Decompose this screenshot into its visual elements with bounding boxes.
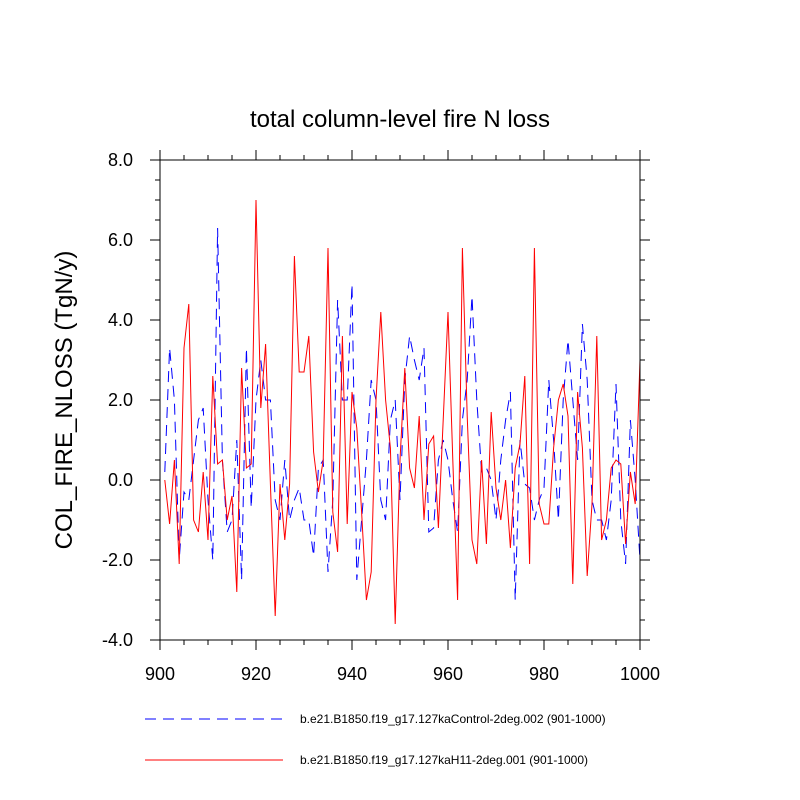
- legend-label-1: b.e21.B1850.f19_g17.127kaControl-2deg.00…: [300, 712, 606, 726]
- x-tick-label: 940: [337, 664, 367, 684]
- axis-ticks-group: 900 920 940 960 980 1000 -4.0 -2.0 0.0 2.0 4.0 6.0 8…: [102, 150, 660, 684]
- legend-label-2: b.e21.B1850.f19_g17.127kaH11-2deg.001 (9…: [300, 753, 588, 767]
- y-tick-label: 4.0: [108, 310, 133, 330]
- series-line-1: [164, 227, 641, 601]
- y-tick-label: 2.0: [108, 390, 133, 410]
- series-line-2: [164, 199, 641, 625]
- x-tick-label: 960: [433, 664, 463, 684]
- plot-series-group: [164, 199, 641, 625]
- y-tick-label: 0.0: [108, 470, 133, 490]
- x-tick-label: 1000: [620, 664, 660, 684]
- plot-frame: [159, 159, 641, 641]
- y-tick-label: -2.0: [102, 550, 133, 570]
- chart-title: total column-level fire N loss: [250, 106, 550, 133]
- x-tick-label: 920: [241, 664, 271, 684]
- x-tick-label: 900: [145, 664, 175, 684]
- y-tick-label: -4.0: [102, 630, 133, 650]
- y-tick-label: 8.0: [108, 150, 133, 170]
- y-axis-label: COL_FIRE_NLOSS (TgN/y): [51, 251, 78, 550]
- legend: b.e21.B1850.f19_g17.127kaControl-2deg.00…: [145, 712, 606, 767]
- x-tick-label: 980: [529, 664, 559, 684]
- y-tick-label: 6.0: [108, 230, 133, 250]
